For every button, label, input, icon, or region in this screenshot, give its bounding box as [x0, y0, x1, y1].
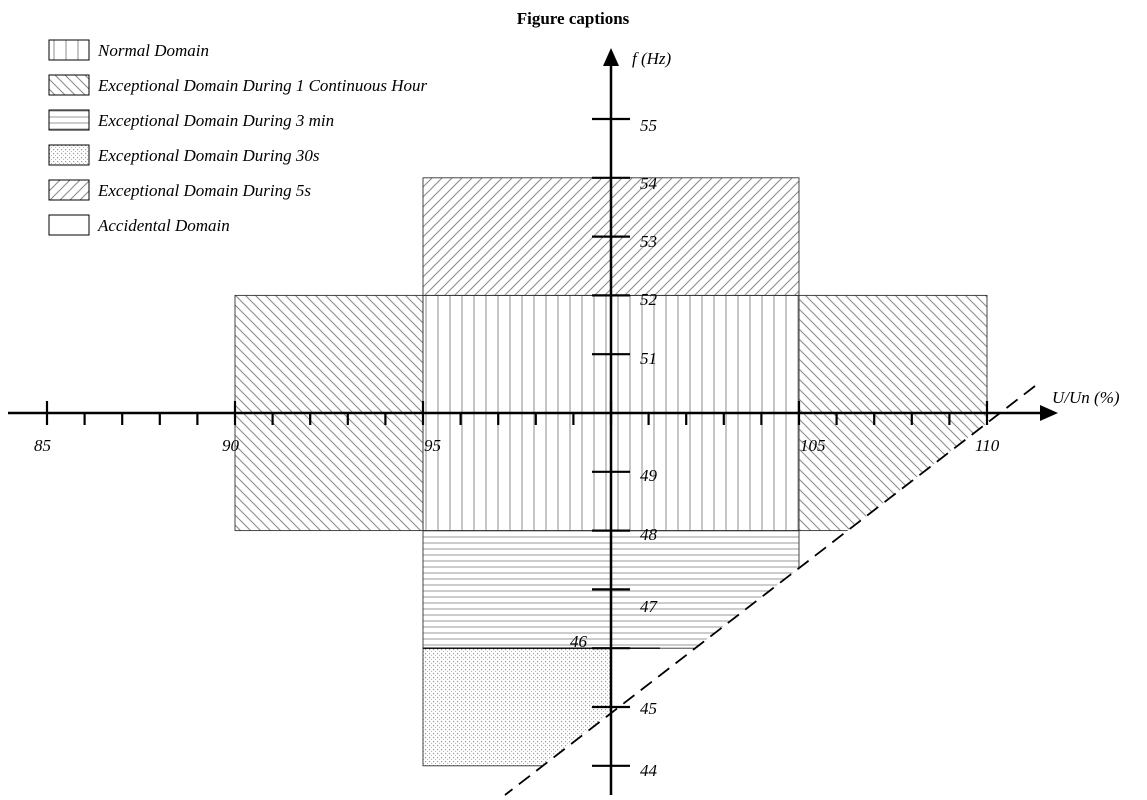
x-tick-label-95: 95	[424, 436, 441, 455]
y-tick-label-54: 54	[640, 174, 658, 193]
legend-swatch-thirty-s	[48, 144, 90, 166]
y-tick-label-51: 51	[640, 349, 657, 368]
accidental-boundary-line	[504, 385, 1036, 796]
legend-label-one-hour: Exceptional Domain During 1 Continuous H…	[97, 76, 428, 95]
legend-label-normal: Normal Domain	[97, 41, 209, 60]
y-tick-label-48: 48	[640, 525, 658, 544]
figure-title: Figure captions	[517, 9, 630, 28]
accidental-domain-area	[505, 386, 1147, 795]
legend-swatch-one-hour	[48, 74, 90, 96]
y-tick-label-55: 55	[640, 116, 657, 135]
y-tick-label-52: 52	[640, 290, 658, 309]
y-axis: 55 54 53 52 51 49 48 47 46 45 44 f (Hz)	[570, 48, 672, 795]
legend-label-accidental: Accidental Domain	[97, 216, 230, 235]
y-tick-label-44: 44	[640, 761, 658, 780]
legend-label-thirty-s: Exceptional Domain During 30s	[97, 146, 320, 165]
legend-swatch-accidental	[48, 214, 90, 236]
legend-swatch-three-min	[48, 109, 90, 131]
x-tick-label-105: 105	[800, 436, 826, 455]
y-tick-label-49: 49	[640, 466, 658, 485]
legend-swatch-five-s	[48, 179, 90, 201]
y-tick-label-47: 47	[640, 597, 659, 616]
legend-label-three-min: Exceptional Domain During 3 min	[97, 111, 334, 130]
x-tick-label-110: 110	[975, 436, 1000, 455]
x-tick-label-85: 85	[34, 436, 51, 455]
y-tick-label-45: 45	[640, 699, 657, 718]
legend-label-five-s: Exceptional Domain During 5s	[97, 181, 311, 200]
x-tick-label-90: 90	[222, 436, 240, 455]
y-axis-label: f (Hz)	[632, 49, 672, 68]
y-tick-label-53: 53	[640, 232, 657, 251]
x-axis-label: U/Un (%)	[1052, 388, 1120, 407]
domain-regions	[234, 177, 1147, 795]
legend: Normal Domain Exceptional Domain During 1…	[48, 39, 428, 236]
y-tick-label-46: 46	[570, 632, 588, 651]
legend-swatch-normal	[48, 39, 90, 61]
x-axis-arrow-icon	[1040, 405, 1058, 421]
y-axis-arrow-icon	[603, 48, 619, 66]
